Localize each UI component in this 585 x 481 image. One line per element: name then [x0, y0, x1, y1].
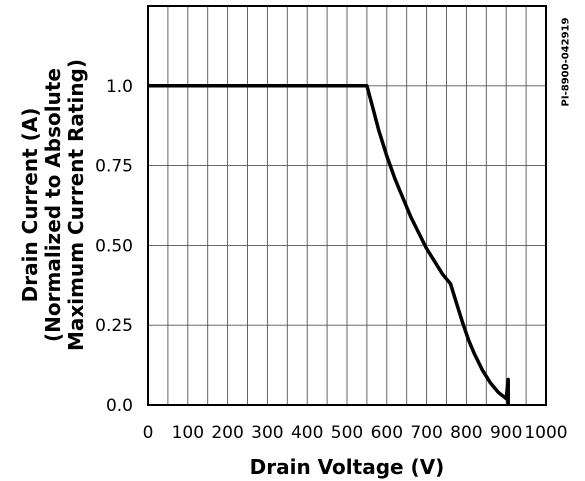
y-tick-label: 0.75: [95, 157, 133, 177]
grid: [148, 6, 546, 405]
x-tick-label: 0: [143, 423, 154, 443]
x-tick-label: 800: [450, 423, 482, 443]
x-tick-label: 400: [291, 423, 323, 443]
y-tick-labels: 0.0 0.25 0.50 0.75 1.0: [95, 77, 133, 416]
y-tick-label: 0.25: [95, 316, 133, 336]
x-tick-label: 600: [371, 423, 403, 443]
x-tick-label: 700: [410, 423, 442, 443]
y-tick-label: 0.0: [106, 396, 133, 416]
series-line: [148, 84, 510, 405]
x-tick-label: 1000: [524, 423, 567, 443]
y-axis-title-line: Maximum Current Rating): [64, 59, 88, 351]
x-axis-title: Drain Voltage (V): [250, 455, 445, 479]
x-tick-label: 900: [490, 423, 522, 443]
x-tick-label: 300: [251, 423, 283, 443]
x-tick-label: 100: [172, 423, 204, 443]
y-axis-title: Drain Current (A) (Normalized to Absolute…: [18, 59, 88, 351]
plot-frame: [147, 5, 547, 406]
x-tick-label: 500: [331, 423, 363, 443]
x-tick-label: 200: [211, 423, 243, 443]
x-tick-labels: 0 100 200 300 400 500 600 700 800 900 1000: [143, 423, 568, 443]
figure-id: PI-8900-042919: [561, 17, 572, 106]
y-axis-title-line: Drain Current (A): [18, 108, 42, 303]
y-tick-label: 0.50: [95, 236, 133, 256]
y-axis-title-line: (Normalized to Absolute: [41, 68, 65, 342]
y-tick-label: 1.0: [106, 77, 133, 97]
